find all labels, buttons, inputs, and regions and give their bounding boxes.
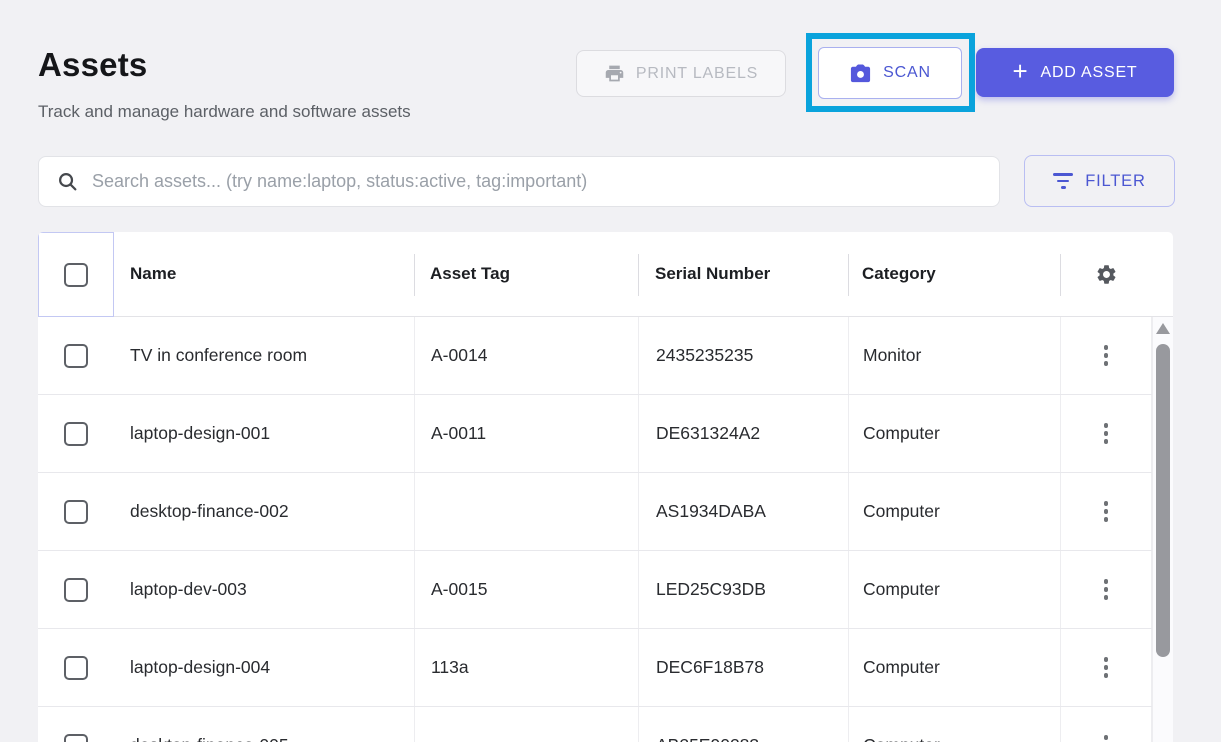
asset-serial-number: DE631324A2: [638, 395, 848, 472]
asset-category: Computer: [848, 707, 1060, 742]
asset-serial-number: LED25C93DB: [638, 551, 848, 628]
kebab-menu-icon[interactable]: [1098, 729, 1115, 742]
kebab-menu-icon[interactable]: [1098, 573, 1115, 606]
asset-tag: [414, 473, 638, 550]
table-scrollbar[interactable]: [1152, 317, 1173, 742]
print-labels-label: PRINT LABELS: [635, 64, 759, 82]
table-header-row: Name Asset Tag Serial Number Category: [38, 232, 1173, 317]
asset-category: Computer: [848, 473, 1060, 550]
kebab-menu-icon[interactable]: [1098, 651, 1115, 684]
filter-label: FILTER: [1085, 171, 1146, 190]
scan-label: SCAN: [883, 64, 931, 81]
asset-serial-number: AB25E90283: [638, 707, 848, 742]
print-labels-button[interactable]: PRINT LABELS: [576, 50, 786, 97]
asset-tag: 113a: [414, 629, 638, 706]
filter-button[interactable]: FILTER: [1024, 155, 1175, 207]
asset-tag: A-0015: [414, 551, 638, 628]
table-row: TV in conference room A-0014 2435235235 …: [38, 317, 1173, 395]
row-checkbox[interactable]: [64, 733, 88, 742]
scrollbar-thumb[interactable]: [1156, 344, 1170, 657]
table-body: TV in conference room A-0014 2435235235 …: [38, 317, 1173, 742]
table-row: desktop-finance-002 AS1934DABA Computer: [38, 473, 1173, 551]
table-row: desktop-finance-005 AB25E90283 Computer: [38, 707, 1173, 742]
asset-serial-number: 2435235235: [638, 317, 848, 394]
column-header-name[interactable]: Name: [130, 264, 177, 283]
row-checkbox[interactable]: [64, 499, 88, 524]
row-checkbox[interactable]: [64, 343, 88, 368]
column-header-asset-tag[interactable]: Asset Tag: [414, 232, 638, 316]
select-all-checkbox[interactable]: [64, 262, 88, 287]
add-asset-label: ADD ASSET: [1040, 63, 1138, 81]
column-header-serial-number[interactable]: Serial Number: [638, 232, 848, 316]
header-checkbox-cell: [38, 232, 114, 317]
filter-icon: [1053, 173, 1074, 189]
row-checkbox[interactable]: [64, 421, 88, 446]
asset-name: laptop-dev-003: [130, 579, 247, 599]
gear-icon: [1095, 263, 1118, 286]
asset-name: desktop-finance-002: [130, 501, 289, 521]
asset-name: TV in conference room: [130, 345, 308, 365]
search-icon: [56, 170, 79, 193]
printer-icon: [604, 63, 625, 84]
camera-icon: [849, 62, 872, 85]
asset-category: Monitor: [848, 317, 1060, 394]
asset-category: Computer: [848, 395, 1060, 472]
scan-button[interactable]: SCAN: [818, 47, 962, 99]
column-settings-button[interactable]: [1060, 232, 1152, 316]
assets-table: Name Asset Tag Serial Number Category TV…: [38, 232, 1173, 742]
asset-name: laptop-design-001: [130, 423, 271, 443]
kebab-menu-icon[interactable]: [1098, 495, 1115, 528]
asset-tag: [414, 707, 638, 742]
asset-category: Computer: [848, 629, 1060, 706]
kebab-menu-icon[interactable]: [1098, 339, 1115, 372]
table-row: laptop-dev-003 A-0015 LED25C93DB Compute…: [38, 551, 1173, 629]
asset-tag: A-0014: [414, 317, 638, 394]
row-checkbox[interactable]: [64, 577, 88, 602]
page-subtitle: Track and manage hardware and software a…: [38, 102, 411, 121]
add-asset-button[interactable]: + ADD ASSET: [976, 48, 1174, 97]
page-title: Assets: [38, 46, 148, 83]
asset-tag: A-0011: [414, 395, 638, 472]
asset-serial-number: DEC6F18B78: [638, 629, 848, 706]
asset-category: Computer: [848, 551, 1060, 628]
asset-name: desktop-finance-005: [114, 707, 414, 742]
table-row: laptop-design-001 A-0011 DE631324A2 Comp…: [38, 395, 1173, 473]
asset-name: laptop-design-004: [130, 657, 271, 677]
asset-serial-number: AS1934DABA: [638, 473, 848, 550]
search-input[interactable]: [92, 171, 982, 192]
row-checkbox[interactable]: [64, 655, 88, 680]
search-box: [38, 156, 1000, 207]
scrollbar-up-arrow-icon[interactable]: [1156, 323, 1170, 334]
table-row: laptop-design-004 113a DEC6F18B78 Comput…: [38, 629, 1173, 707]
plus-icon: +: [1012, 56, 1029, 86]
kebab-menu-icon[interactable]: [1098, 417, 1115, 450]
column-header-category[interactable]: Category: [848, 232, 1060, 316]
